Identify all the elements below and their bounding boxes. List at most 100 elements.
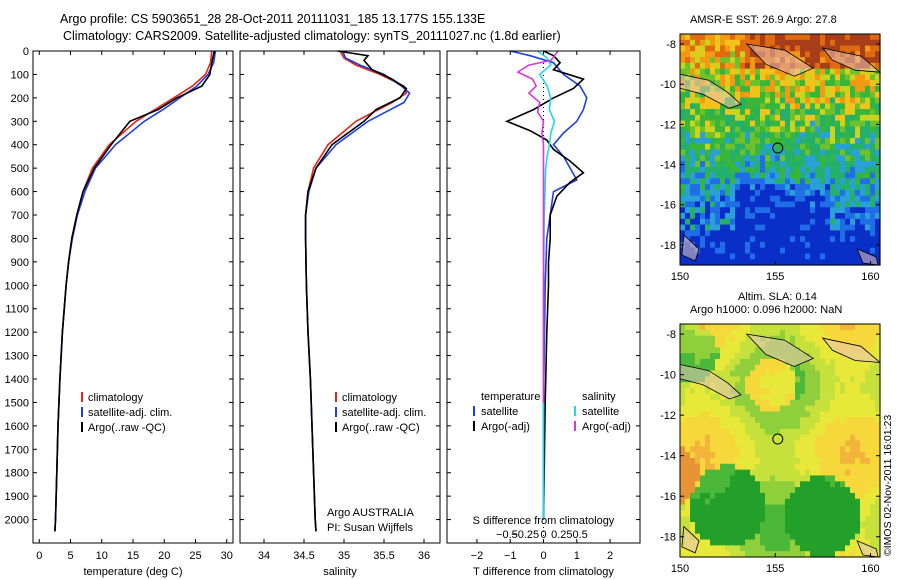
depth-tick-label: 600 <box>11 187 29 199</box>
sla-map-title-2: Argo h1000: 0.096 h2000: NaN <box>690 304 843 316</box>
diff-legend-label: Argo(-adj) <box>481 421 530 433</box>
sst-island-1 <box>745 43 815 77</box>
depth-tick-label: 1100 <box>5 304 29 316</box>
depth-tick-label: 700 <box>11 210 29 222</box>
sst-lat-tick: -14 <box>660 160 676 172</box>
salinity-xtick-label: 36 <box>418 550 430 562</box>
differences-xtick-label: 0 <box>540 550 546 562</box>
sla-island-1 <box>745 333 815 367</box>
depth-tick-label: 1900 <box>5 491 29 503</box>
salinity-diff-tick: 0.25 <box>551 529 572 541</box>
sla-island-3 <box>681 525 700 554</box>
differences-series-3 <box>516 50 559 403</box>
depth-tick-label: 1800 <box>5 468 29 480</box>
depth-tick-label: 200 <box>11 93 29 105</box>
differences-series-2 <box>537 50 556 520</box>
depth-tick-label: 900 <box>11 257 29 269</box>
salinity-series-1 <box>304 50 411 532</box>
sla-map-frame <box>679 323 881 558</box>
sst-lat-tick: -8 <box>666 39 676 51</box>
temperature-xtick-label: 15 <box>127 550 139 562</box>
salinity-xtick-label: 35.5 <box>373 550 394 562</box>
legend-title-temperature: temperature <box>481 391 540 403</box>
depth-tick-label: 100 <box>11 69 29 81</box>
diff-legend-label: satellite <box>481 406 518 418</box>
salinity-xtick-label: 35 <box>338 550 350 562</box>
temperature-xtick-label: 0 <box>36 550 42 562</box>
depth-tick-label: 800 <box>11 233 29 245</box>
temperature-xlabel: temperature (deg C) <box>83 566 182 578</box>
depth-tick-label: 300 <box>11 116 29 128</box>
sst-argo-marker <box>772 142 784 154</box>
sla-island-2 <box>821 337 882 363</box>
sst-map <box>679 33 882 266</box>
depth-tick-label: 1400 <box>5 374 29 386</box>
temperature-xtick-label: 20 <box>158 550 170 562</box>
title-line-2: Climatology: CARS2009. Satellite-adjuste… <box>63 29 561 43</box>
temperature-xtick-label: 10 <box>96 550 108 562</box>
panel-differences <box>446 50 641 544</box>
differences-series-0 <box>510 50 588 520</box>
sla-lat-tick: -12 <box>660 410 676 422</box>
salinity-series-0 <box>304 50 408 532</box>
sst-map-frame <box>679 33 881 266</box>
salinity-diff-tick: 0.5 <box>572 529 587 541</box>
temperature-series-2 <box>54 50 216 532</box>
salinity-xtick-label: 34 <box>258 550 270 562</box>
sst-lat-tick: -12 <box>660 119 676 131</box>
depth-tick-label: 500 <box>11 163 29 175</box>
sst-lat-tick: -10 <box>660 79 676 91</box>
sla-lon-tick: 155 <box>766 563 784 575</box>
differences-xtick-label: −1 <box>504 550 517 562</box>
temperature-legend-label: climatology <box>88 392 144 404</box>
sla-lon-tick: 160 <box>861 563 879 575</box>
temperature-xtick-label: 5 <box>67 550 73 562</box>
salinity-diff-tick: −0.25 <box>511 529 539 541</box>
sla-lat-tick: -14 <box>660 451 676 463</box>
annotation-line-2: PI: Susan Wijffels <box>327 522 413 534</box>
sla-island-0 <box>679 364 742 400</box>
salinity-diff-label: S difference from climatology <box>473 515 615 527</box>
sst-lon-tick: 155 <box>766 271 784 283</box>
sla-lon-tick: 150 <box>671 563 689 575</box>
sst-island-2 <box>821 47 882 73</box>
salinity-xlabel: salinity <box>323 566 357 578</box>
depth-tick-label: 1600 <box>5 421 29 433</box>
temperature-xtick-label: 30 <box>221 550 233 562</box>
temperature-frame <box>32 50 234 544</box>
sst-map-title: AMSR-E SST: 26.9 Argo: 27.8 <box>690 14 837 26</box>
salinity-xtick-label: 34.5 <box>293 550 314 562</box>
salinity-legend-label: satellite-adj. clim. <box>342 407 426 419</box>
depth-tick-label: 0 <box>23 46 29 58</box>
sst-lon-tick: 150 <box>671 271 689 283</box>
title-line-1: Argo profile: CS 5903651_28 28-Oct-2011 … <box>60 12 486 26</box>
diff-legend-label: Argo(-adj) <box>582 421 631 433</box>
sla-lat-tick: -8 <box>666 329 676 341</box>
depth-tick-label: 1700 <box>5 444 29 456</box>
differences-series-1 <box>504 50 585 520</box>
salinity-legend-label: climatology <box>342 392 398 404</box>
sla-lat-tick: -10 <box>660 370 676 382</box>
temperature-legend-label: Argo(..raw -QC) <box>88 422 166 434</box>
temperature-series-0 <box>54 50 213 532</box>
differences-xtick-label: −2 <box>471 550 484 562</box>
depth-tick-label: 1500 <box>5 397 29 409</box>
depth-tick-label: 1000 <box>5 280 29 292</box>
panel-salinity <box>239 50 441 544</box>
annotation-line-1: Argo AUSTRALIA <box>327 507 414 519</box>
temperature-legend-label: satellite-adj. clim. <box>88 407 172 419</box>
sla-map-title-1: Altim. SLA: 0.14 <box>738 291 817 303</box>
salinity-legend-label: Argo(..raw -QC) <box>342 422 420 434</box>
sla-argo-marker <box>772 433 784 445</box>
salinity-diff-tick: 0 <box>540 529 546 541</box>
diff-legend-label: satellite <box>582 406 619 418</box>
legend-title-salinity: salinity <box>582 391 616 403</box>
depth-tick-label: 1200 <box>5 327 29 339</box>
differences-xlabel: T difference from climatology <box>473 566 614 578</box>
sst-lat-tick: -16 <box>660 200 676 212</box>
differences-frame <box>446 50 641 544</box>
salinity-series-2 <box>304 50 408 532</box>
depth-tick-label: 2000 <box>5 515 29 527</box>
sst-lon-tick: 160 <box>861 271 879 283</box>
panel-temperature <box>32 50 234 544</box>
